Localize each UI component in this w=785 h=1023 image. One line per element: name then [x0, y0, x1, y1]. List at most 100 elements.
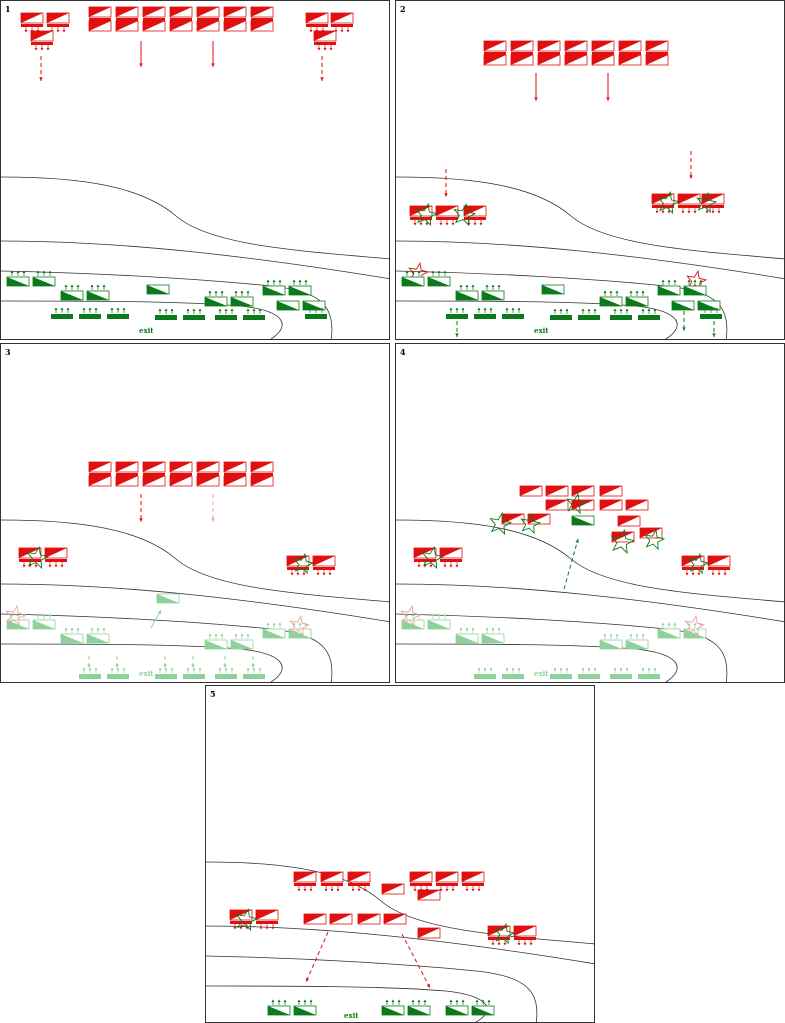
- red-unit-counter-icon: [618, 54, 642, 66]
- green-unit-counter-icon: [571, 515, 595, 526]
- explosion-star-icon: [696, 191, 718, 214]
- green-units-bottom: [6, 270, 327, 320]
- red-unit-counter-icon: [677, 193, 701, 214]
- red-unit-counter-icon: [519, 485, 543, 497]
- red-unit-counter-icon: [293, 871, 317, 892]
- red-unit-counter-icon: [88, 475, 112, 487]
- red-unit-counter-icon: [196, 20, 220, 32]
- red-unit-counter-icon: [115, 20, 139, 32]
- green-unit-counter-icon: [474, 307, 496, 319]
- green-unit-counter-icon: [599, 290, 623, 307]
- panel-1-diagram: exit: [1, 6, 389, 339]
- movement-arrow-icon: [305, 931, 329, 983]
- red-unit-counter-icon: [381, 883, 405, 895]
- red-unit-counter-icon: [513, 925, 537, 946]
- green-unit-counter-icon: [183, 667, 205, 679]
- movement-arrow-icon: [139, 494, 143, 522]
- explosion-star-icon: [26, 545, 50, 570]
- red-unit-counter-icon: [701, 193, 725, 214]
- explosion-star-icon: [610, 528, 636, 555]
- movement-arrow-icon: [211, 41, 215, 67]
- explosion-star-icon: [494, 922, 516, 945]
- red-unit-counter-icon: [435, 871, 459, 892]
- explosion-star-icon: [489, 511, 513, 536]
- red-unit-counter-icon: [303, 913, 327, 925]
- red-unit-counter-icon: [409, 871, 433, 892]
- panel-number: 4: [400, 347, 406, 357]
- green-unit-counter-icon: [599, 633, 623, 650]
- panel-3-diagram: exit: [1, 461, 389, 682]
- green-unit-counter-icon: [86, 627, 110, 644]
- red-unit-counter-icon: [383, 913, 407, 925]
- red-unit-counter-icon: [88, 20, 112, 32]
- red-unit-counter-icon: [313, 30, 337, 51]
- green-unit-counter-icon: [305, 307, 327, 319]
- green-unit-counter-icon: [230, 633, 254, 650]
- green-units: [401, 270, 722, 337]
- green-unit-counter-icon: [6, 270, 30, 287]
- green-unit-counter-icon: [276, 300, 300, 311]
- green-unit-counter-icon: [578, 308, 600, 320]
- red-unit-counter-icon: [142, 20, 166, 32]
- movement-arrow-icon: [534, 73, 538, 101]
- green-unit-counter-icon: [550, 308, 572, 320]
- green-unit-counter-icon: [657, 279, 681, 296]
- movement-arrow-icon: [712, 321, 716, 337]
- explosion-star-icon: [566, 492, 588, 515]
- explosion-star-icon: [686, 269, 708, 292]
- red-unit-counter-icon: [537, 54, 561, 66]
- panel-number: 3: [5, 347, 11, 357]
- red-unit-counter-icon: [463, 205, 487, 226]
- green-unit-counter-icon: [302, 300, 326, 311]
- red-unit-counter-icon: [599, 499, 623, 511]
- explosion-star-icon: [421, 545, 445, 570]
- green-unit-counter-icon: [401, 270, 425, 287]
- green-unit-counter-icon: [183, 308, 205, 320]
- green-unit-counter-icon: [32, 613, 56, 630]
- red-unit-counter-icon: [250, 20, 274, 32]
- green-unit-counter-icon: [146, 284, 170, 295]
- panel-4: 4 exit: [395, 343, 785, 683]
- green-unit-counter-icon: [86, 284, 110, 301]
- red-unit-counter-icon: [487, 925, 511, 946]
- movement-arrow-icon: [251, 656, 255, 668]
- green-unit-counter-icon: [455, 627, 479, 644]
- red-unit-counter-icon: [255, 909, 279, 930]
- green-unit-counter-icon: [481, 284, 505, 301]
- green-unit-counter-icon: [657, 622, 681, 639]
- explosion-star-icon: [235, 907, 259, 932]
- green-unit-counter-icon: [79, 667, 101, 679]
- green-unit-counter-icon: [381, 999, 405, 1016]
- green-unit-counter-icon: [625, 633, 649, 650]
- red-unit-counter-icon: [169, 20, 193, 32]
- movement-arrow-icon: [606, 73, 610, 101]
- explosion-star-icon: [293, 552, 315, 575]
- green-unit-counter-icon: [243, 308, 265, 320]
- movement-arrow-icon: [563, 538, 579, 590]
- panel-5: 5 exit: [205, 685, 595, 1023]
- red-unit-counter-icon: [564, 54, 588, 66]
- green-unit-counter-icon: [610, 308, 632, 320]
- movement-arrow-icon: [87, 656, 91, 668]
- green-unit-counter-icon: [625, 290, 649, 307]
- red-unit-counter-icon: [20, 12, 44, 33]
- movement-arrow-icon: [39, 56, 43, 81]
- green-unit-counter-icon: [502, 307, 524, 319]
- green-unit-counter-icon: [51, 307, 73, 319]
- green-unit-counter-icon: [155, 308, 177, 320]
- green-unit-counter-icon: [638, 667, 660, 679]
- green-unit-counter-icon: [455, 284, 479, 301]
- explosion-star-icon: [453, 202, 477, 227]
- red-unit-counter-icon: [305, 12, 329, 33]
- movement-arrow-icon: [223, 656, 227, 668]
- green-unit-counter-icon: [671, 300, 695, 311]
- red-units: [408, 40, 725, 292]
- green-unit-counter-icon: [427, 270, 451, 287]
- green-unit-counter-icon: [267, 999, 291, 1016]
- red-unit-counter-icon: [625, 499, 649, 511]
- panel-2: 2 exit: [395, 0, 785, 340]
- green-unit-counter-icon: [471, 999, 495, 1016]
- movement-arrow-icon: [455, 321, 459, 337]
- green-unit-counter-icon: [204, 290, 228, 307]
- exit-label: exit: [344, 1011, 359, 1020]
